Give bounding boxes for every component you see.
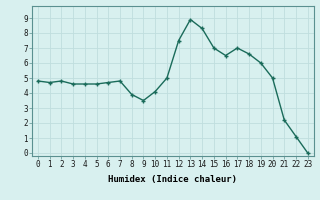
X-axis label: Humidex (Indice chaleur): Humidex (Indice chaleur) xyxy=(108,175,237,184)
